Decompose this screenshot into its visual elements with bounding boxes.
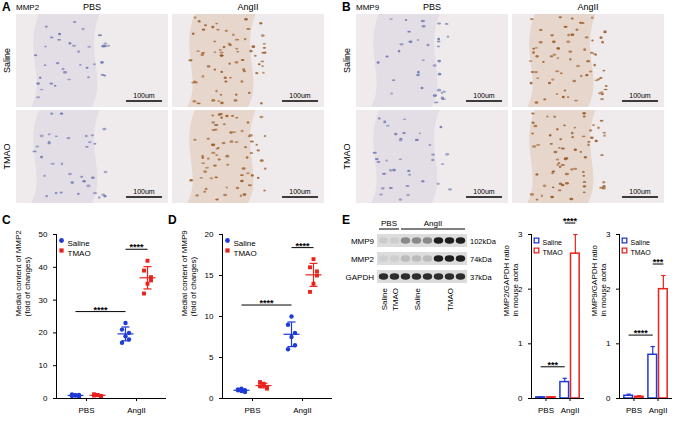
svg-text:TMAO: TMAO	[391, 288, 400, 311]
svg-text:PBS: PBS	[538, 406, 554, 415]
svg-text:100um: 100um	[629, 188, 651, 195]
svg-text:100um: 100um	[629, 92, 651, 99]
svg-text:MMP2/GAPDH ratioin mouse aorta: MMP2/GAPDH ratioin mouse aorta	[502, 244, 520, 316]
svg-text:PBS: PBS	[423, 2, 441, 12]
svg-text:****: ****	[93, 305, 108, 315]
svg-text:30: 30	[39, 296, 48, 305]
svg-text:Saline: Saline	[2, 48, 12, 73]
svg-text:PBS: PBS	[626, 406, 642, 415]
svg-text:****: ****	[634, 328, 649, 338]
svg-text:****: ****	[129, 242, 144, 252]
svg-text:10: 10	[205, 312, 214, 321]
svg-text:0: 0	[43, 394, 48, 403]
svg-text:AngII: AngII	[293, 406, 312, 415]
svg-text:****: ****	[295, 241, 310, 251]
svg-text:PBS: PBS	[83, 2, 101, 12]
svg-text:2: 2	[606, 284, 611, 294]
svg-text:1: 1	[606, 339, 611, 348]
svg-text:D: D	[168, 213, 177, 227]
svg-text:50: 50	[39, 230, 48, 239]
svg-text:1: 1	[518, 339, 523, 348]
svg-text:100um: 100um	[133, 92, 155, 99]
svg-text:GAPDH: GAPDH	[346, 273, 375, 282]
svg-text:MMP9: MMP9	[351, 237, 375, 246]
svg-text:100um: 100um	[473, 188, 495, 195]
svg-text:10: 10	[39, 361, 48, 370]
svg-text:MMP9: MMP9	[356, 3, 380, 12]
svg-text:0: 0	[209, 394, 214, 403]
svg-text:Saline: Saline	[543, 239, 563, 246]
svg-text:AngII: AngII	[561, 406, 580, 415]
svg-text:74kDa: 74kDa	[470, 255, 493, 264]
svg-text:20: 20	[39, 328, 48, 337]
svg-text:100um: 100um	[473, 92, 495, 99]
svg-text:C: C	[2, 213, 11, 227]
svg-text:****: ****	[563, 216, 578, 226]
svg-text:0: 0	[606, 394, 611, 403]
svg-text:TMAO: TMAO	[234, 249, 257, 258]
svg-text:Saline: Saline	[631, 239, 651, 246]
svg-text:PBS: PBS	[381, 219, 397, 228]
svg-text:TMAO: TMAO	[543, 249, 564, 256]
svg-text:PBS: PBS	[78, 406, 94, 415]
svg-text:Medial content of MMP9(fold of: Medial content of MMP9(fold of changes)	[180, 230, 198, 317]
svg-text:Saline: Saline	[413, 287, 422, 310]
svg-text:102kDa: 102kDa	[470, 237, 497, 246]
svg-text:3: 3	[518, 230, 523, 239]
svg-text:AngII: AngII	[237, 2, 258, 12]
svg-text:100um: 100um	[289, 92, 311, 99]
svg-text:37kDa: 37kDa	[470, 273, 493, 282]
svg-text:AngII: AngII	[127, 406, 146, 415]
svg-text:TMAO: TMAO	[2, 144, 12, 170]
svg-text:***: ***	[547, 360, 558, 370]
svg-text:20: 20	[205, 230, 214, 239]
svg-text:****: ****	[259, 298, 274, 308]
svg-text:100um: 100um	[133, 188, 155, 195]
svg-text:3: 3	[606, 230, 611, 239]
svg-text:MMP2: MMP2	[16, 3, 40, 12]
svg-text:AngII: AngII	[577, 2, 598, 12]
svg-text:MMP9/GAPDH ratioin mouse aorta: MMP9/GAPDH ratioin mouse aorta	[590, 244, 608, 316]
svg-text:2: 2	[518, 284, 523, 294]
svg-text:0: 0	[518, 394, 523, 403]
svg-text:TMAO: TMAO	[342, 144, 352, 170]
svg-text:Saline: Saline	[380, 287, 389, 310]
svg-text:AngII: AngII	[649, 406, 668, 415]
svg-text:AngII: AngII	[424, 219, 443, 228]
svg-text:Saline: Saline	[342, 48, 352, 73]
svg-text:TMAO: TMAO	[631, 249, 652, 256]
svg-text:MMP2: MMP2	[351, 255, 375, 264]
svg-text:***: ***	[653, 257, 664, 267]
svg-text:40: 40	[39, 263, 48, 272]
svg-text:5: 5	[209, 353, 214, 362]
svg-text:Saline: Saline	[234, 239, 257, 248]
svg-text:Saline: Saline	[68, 239, 91, 248]
svg-text:E: E	[342, 213, 350, 227]
svg-text:PBS: PBS	[244, 406, 260, 415]
svg-text:Medial content of MMP2(fold of: Medial content of MMP2(fold of changes)	[14, 230, 32, 317]
svg-text:A: A	[2, 0, 11, 14]
svg-text:TMAO: TMAO	[446, 288, 455, 311]
svg-text:TMAO: TMAO	[68, 249, 91, 258]
svg-text:100um: 100um	[289, 188, 311, 195]
svg-text:15: 15	[205, 271, 214, 280]
svg-text:B: B	[342, 0, 351, 14]
